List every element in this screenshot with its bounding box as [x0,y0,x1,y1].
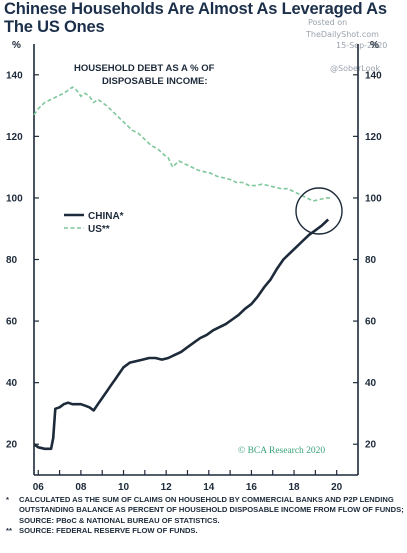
y-tick-label-right: 100 [365,193,382,204]
legend-label-us: US** [88,224,110,235]
y-tick-label-left: 60 [6,317,18,328]
y-tick-label-left: 40 [6,378,18,389]
x-tick-label: 18 [288,482,300,493]
y-tick-label-right: 140 [365,70,382,81]
x-tick-label: 16 [246,482,258,493]
x-tick-label: 10 [118,482,130,493]
watermark-date: 15-Sep-2020 [336,41,388,50]
y-tick-label-right: 20 [365,440,377,451]
series-line-china [33,218,330,451]
footnote-2: ** SOURCE: FEDERAL RESERVE FLOW OF FUNDS… [6,526,404,536]
x-tick-label: 20 [331,482,343,493]
legend: CHINA* US** [64,211,124,235]
legend-label-china: CHINA* [88,211,124,222]
x-tick-label: 06 [33,482,45,493]
series-layer [33,86,333,451]
axes: 20 20 40 40 60 60 80 80 100 100 120 120 140 140 06 08 10… [6,44,382,493]
x-tick-label: 12 [161,482,173,493]
highlight-circle [295,187,343,235]
footnote-1: * CALCULATED AS THE SUM OF CLAIMS ON HOU… [6,495,404,526]
y-tick-label-right: 40 [365,378,377,389]
footnote-1-text: CALCULATED AS THE SUM OF CLAIMS ON HOUSE… [19,495,404,525]
chart-title: Chinese Households Are Almost As Leverag… [4,0,387,36]
watermark-handle: @SoberLook [330,64,380,73]
x-tick-label: 14 [203,482,215,493]
y-tick-label-left: 80 [6,255,18,266]
x-tick-label: 08 [75,482,87,493]
y-tick-label-left: 100 [6,193,23,204]
watermark-site: TheDailyShot.com [306,30,379,39]
footnote-1-mark: * [6,495,9,504]
line-chart: 20 20 40 40 60 60 80 80 100 100 120 120 140 140 06 08 10… [6,40,382,493]
footnote-2-mark: ** [6,526,12,536]
y-tick-label-right: 60 [365,317,377,328]
y-axis-unit-left: % [12,40,21,51]
series-line-us [33,86,333,202]
y-axis-unit-right: % [370,40,379,51]
y-tick-label-right: 80 [365,255,377,266]
y-tick-label-left: 140 [6,70,23,81]
footnotes: * CALCULATED AS THE SUM OF CLAIMS ON HOU… [6,495,404,537]
credit-label: © BCA Research 2020 [238,445,325,456]
chart-subtitle-line1: HOUSEHOLD DEBT AS A % OF [74,63,215,74]
watermark-posted-on: Posted on [308,18,348,27]
y-tick-label-left: 120 [6,132,23,143]
footnote-2-text: SOURCE: FEDERAL RESERVE FLOW OF FUNDS. [19,526,198,536]
chart-subtitle-line2: DISPOSABLE INCOME: [102,76,208,87]
y-tick-label-right: 120 [365,132,382,143]
y-tick-label-left: 20 [6,440,18,451]
